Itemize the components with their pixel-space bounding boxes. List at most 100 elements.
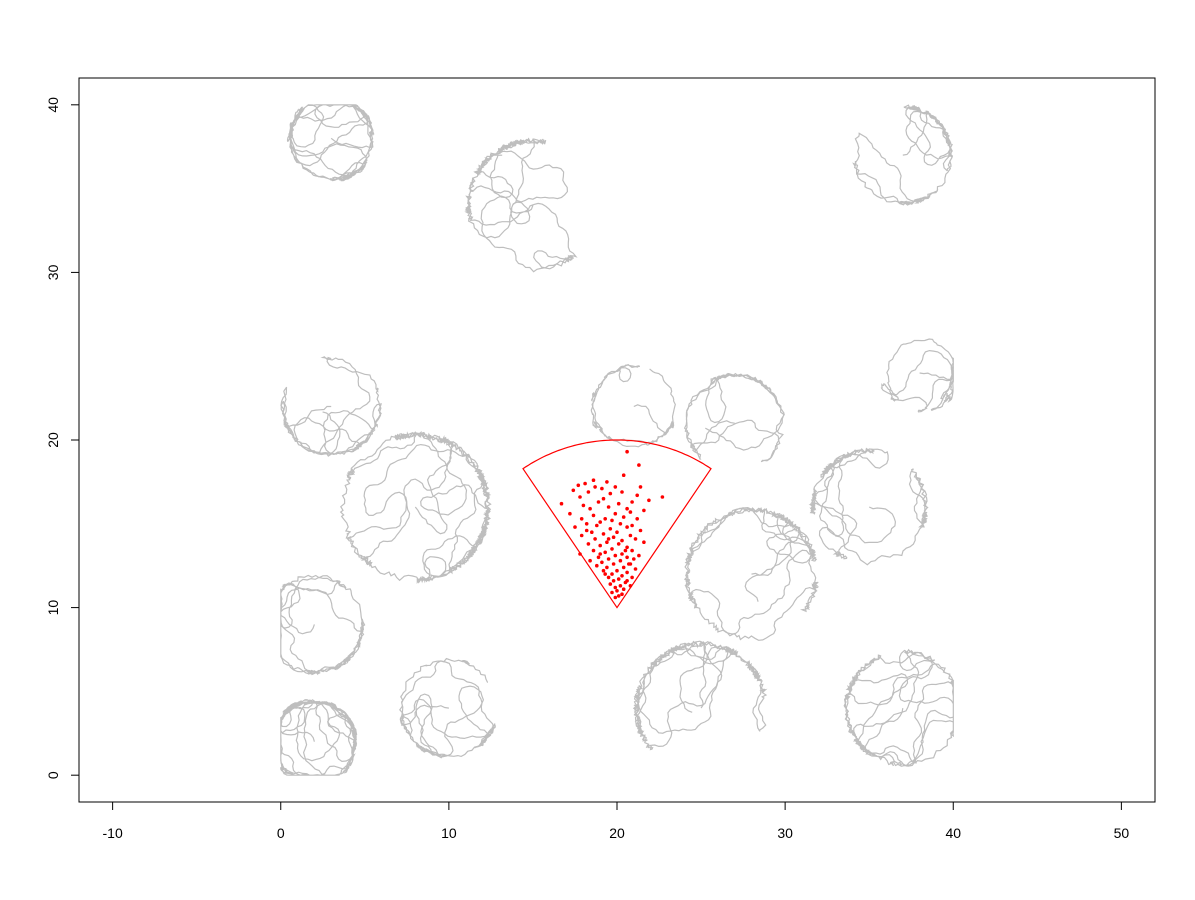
data-point (598, 552, 602, 556)
data-point (616, 594, 621, 598)
data-point (620, 574, 624, 578)
data-point (638, 528, 643, 533)
trajectory-5 (843, 648, 955, 767)
data-point (601, 496, 606, 501)
data-point (630, 548, 634, 553)
data-point (625, 555, 629, 560)
data-point (638, 485, 643, 489)
data-point (618, 584, 623, 588)
data-point (588, 506, 592, 511)
data-point (605, 565, 609, 570)
data-point (616, 501, 621, 506)
x-tick-label: 0 (277, 825, 285, 841)
data-point (621, 515, 626, 519)
data-point (637, 553, 641, 558)
data-point (632, 557, 636, 561)
x-tick-label: 30 (777, 825, 793, 841)
data-point (630, 575, 634, 580)
data-point (593, 485, 597, 489)
data-point (630, 500, 634, 504)
data-point (606, 505, 611, 509)
data-point (628, 584, 633, 588)
data-point (573, 525, 577, 529)
data-point (596, 555, 601, 560)
trajectory-9 (399, 657, 497, 759)
data-point (628, 533, 633, 538)
data-point (596, 500, 601, 504)
data-point (588, 558, 592, 563)
data-point (625, 579, 629, 583)
data-point (628, 510, 633, 514)
data-point (630, 523, 634, 528)
data-point (583, 481, 587, 486)
data-point (603, 572, 607, 576)
data-point (633, 567, 638, 571)
data-point (568, 511, 572, 516)
data-point (635, 493, 639, 498)
data-point (613, 595, 618, 600)
data-point (613, 585, 618, 590)
data-point (620, 592, 624, 596)
data-point (600, 560, 604, 565)
data-point (598, 543, 602, 548)
data-point (620, 538, 624, 543)
data-point (610, 547, 614, 551)
data-point (621, 565, 626, 570)
data-point (559, 501, 564, 506)
data-point (635, 517, 639, 521)
data-point (610, 572, 614, 576)
data-point (586, 542, 591, 546)
data-point (578, 495, 582, 499)
data-point (620, 490, 624, 494)
data-point (605, 540, 609, 544)
data-point (579, 533, 584, 538)
data-point (611, 579, 616, 583)
data-point (616, 542, 621, 546)
trajectory-7 (684, 506, 820, 641)
data-point (600, 486, 604, 491)
x-tick-label: 20 (609, 825, 625, 841)
data-point (611, 535, 616, 539)
data-point (613, 511, 618, 516)
data-point (584, 522, 589, 526)
trajectory-0 (286, 104, 375, 182)
x-tick-label: -10 (103, 825, 123, 841)
data-point (593, 537, 597, 541)
y-axis: 0 10 20 30 40 (45, 97, 80, 779)
data-point (608, 491, 613, 496)
y-tick-label: 20 (45, 432, 61, 448)
data-points (559, 449, 665, 600)
data-point (615, 568, 619, 573)
data-point (579, 517, 584, 521)
data-point (660, 495, 665, 499)
data-point (621, 473, 626, 478)
y-tick-label: 0 (45, 771, 61, 779)
data-point (625, 506, 629, 511)
x-tick-label: 40 (945, 825, 961, 841)
data-point (625, 525, 629, 529)
trajectory-8 (808, 447, 929, 566)
trajectory-6 (632, 640, 768, 751)
x-tick-label: 50 (1114, 825, 1130, 841)
trajectory-12 (880, 338, 954, 413)
data-point (578, 552, 582, 556)
data-point (625, 449, 629, 454)
data-point (618, 558, 623, 563)
data-point (625, 570, 629, 575)
trajectory-14 (683, 372, 786, 463)
data-point (647, 498, 651, 503)
trajectory-3 (280, 574, 366, 676)
data-point (627, 562, 631, 566)
data-point (591, 513, 596, 518)
data-point (611, 562, 616, 566)
x-tick-label: 10 (441, 825, 457, 841)
data-point (642, 540, 646, 544)
data-point (621, 587, 626, 591)
data-point (610, 590, 614, 595)
data-point (618, 522, 623, 526)
sector-outline (522, 439, 712, 609)
data-point (606, 557, 611, 561)
data-point (590, 530, 594, 534)
